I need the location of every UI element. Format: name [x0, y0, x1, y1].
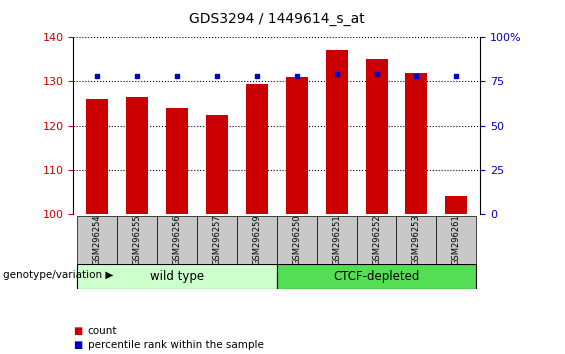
Text: count: count — [88, 326, 117, 336]
Bar — [118, 216, 157, 264]
Bar — [77, 264, 277, 289]
Text: GDS3294 / 1449614_s_at: GDS3294 / 1449614_s_at — [189, 12, 365, 27]
Bar — [406, 73, 427, 214]
Bar — [127, 97, 148, 214]
Text: GSM296256: GSM296256 — [173, 215, 181, 265]
Bar — [237, 216, 277, 264]
Bar — [206, 115, 228, 214]
Text: GSM296251: GSM296251 — [332, 215, 341, 265]
Text: ■: ■ — [73, 326, 82, 336]
Bar — [246, 84, 268, 214]
Text: GSM296254: GSM296254 — [93, 215, 102, 265]
Text: GSM296252: GSM296252 — [372, 215, 381, 265]
Bar — [436, 216, 476, 264]
Text: percentile rank within the sample: percentile rank within the sample — [88, 340, 263, 350]
Text: GSM296255: GSM296255 — [133, 215, 142, 265]
Bar — [357, 216, 397, 264]
Text: wild type: wild type — [150, 270, 204, 282]
Bar — [445, 196, 467, 214]
Bar — [166, 108, 188, 214]
Text: GSM296250: GSM296250 — [292, 215, 301, 265]
Bar — [286, 77, 308, 214]
Bar — [277, 264, 476, 289]
Text: GSM296253: GSM296253 — [412, 215, 421, 265]
Text: ■: ■ — [73, 340, 82, 350]
Bar — [86, 99, 108, 214]
Bar — [77, 216, 118, 264]
Text: GSM296259: GSM296259 — [253, 215, 262, 265]
Text: CTCF-depleted: CTCF-depleted — [333, 270, 420, 282]
Bar — [197, 216, 237, 264]
Bar — [277, 216, 317, 264]
Text: genotype/variation ▶: genotype/variation ▶ — [3, 270, 113, 280]
Bar — [317, 216, 357, 264]
Text: GSM296257: GSM296257 — [212, 215, 221, 265]
Text: GSM296261: GSM296261 — [452, 215, 461, 265]
Bar — [366, 59, 388, 214]
Bar — [397, 216, 436, 264]
Bar — [325, 50, 347, 214]
Bar — [157, 216, 197, 264]
